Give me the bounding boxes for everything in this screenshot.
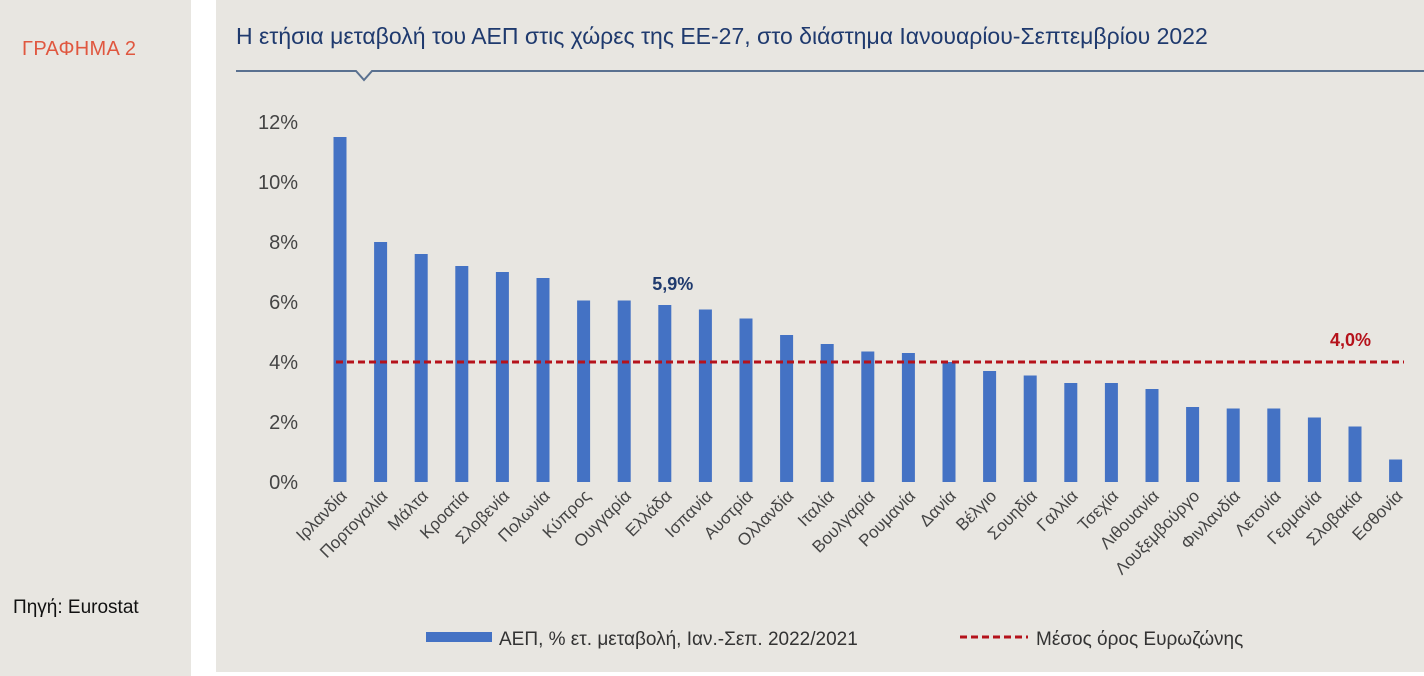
annotations: 5,9% (652, 274, 693, 294)
bar (780, 335, 794, 482)
legend-bar-swatch (426, 632, 492, 642)
bar (698, 309, 712, 482)
chart-panel: Η ετήσια μεταβολή του ΑΕΠ στις χώρες της… (216, 0, 1424, 672)
bar (1267, 408, 1281, 482)
bar (1307, 417, 1321, 482)
bar (983, 371, 997, 482)
average-value-label: 4,0% (1330, 330, 1371, 350)
y-tick-label: 10% (258, 172, 298, 194)
bar (536, 278, 550, 482)
x-axis: ΙρλανδίαΠορτογαλίαΜάλταΚροατίαΣλοβενίαΠο… (292, 486, 1406, 578)
bars (333, 137, 1403, 482)
bar (577, 300, 591, 482)
source-label: Πηγή: Eurostat (13, 597, 139, 618)
greece-value-label: 5,9% (652, 274, 693, 294)
y-tick-label: 2% (269, 412, 298, 434)
bar (617, 300, 631, 482)
title-underline (236, 70, 1424, 82)
average-line-group: 4,0% (336, 330, 1404, 364)
bar-chart: 0% 2% 4% 6% 8% 10% 12% 4,0% 5,9% ΙρλανδίαΠορτο… (258, 112, 1407, 650)
bar (1104, 383, 1118, 482)
y-tick-label: 12% (258, 112, 298, 134)
bar (901, 353, 915, 482)
bar (861, 351, 875, 482)
bar (455, 266, 469, 482)
y-axis: 0% 2% 4% 6% 8% 10% 12% (258, 112, 298, 494)
bar (414, 254, 428, 482)
bar (1023, 375, 1037, 482)
bar (495, 272, 509, 482)
bar (1389, 459, 1403, 482)
x-tick-label: Γαλλία (1033, 486, 1082, 535)
bar (658, 305, 672, 482)
left-panel: ΓΡΑΦΗΜΑ 2 Πηγή: Eurostat (0, 0, 191, 676)
bar (1186, 407, 1200, 482)
bar (1064, 383, 1078, 482)
y-tick-label: 8% (269, 232, 298, 254)
chart-title: Η ετήσια μεταβολή του ΑΕΠ στις χώρες της… (236, 23, 1208, 49)
bar (1145, 389, 1159, 482)
bar (739, 318, 753, 482)
legend-line-label: Μέσος όρος Ευρωζώνης (1036, 629, 1243, 650)
legend: ΑΕΠ, % ετ. μεταβολή, Ιαν.-Σεπ. 2022/2021… (426, 629, 1243, 650)
y-tick-label: 6% (269, 292, 298, 314)
bar (942, 362, 956, 482)
legend-bar-label: ΑΕΠ, % ετ. μεταβολή, Ιαν.-Σεπ. 2022/2021 (499, 629, 858, 650)
y-tick-label: 4% (269, 352, 298, 374)
graph-number-label: ΓΡΑΦΗΜΑ 2 (22, 38, 137, 60)
bar (820, 344, 834, 482)
x-tick-label: Δανία (916, 486, 960, 530)
y-tick-label: 0% (269, 472, 298, 494)
bar (333, 137, 347, 482)
bar (1226, 408, 1240, 482)
bar (1348, 426, 1362, 482)
